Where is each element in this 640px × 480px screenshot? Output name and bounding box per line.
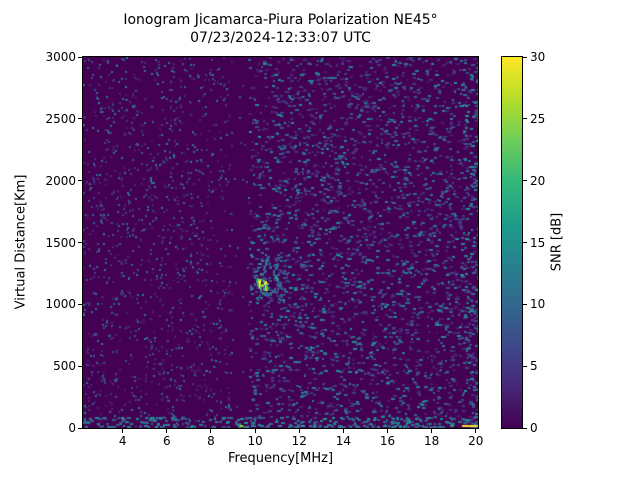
colorbar-tick-label: 25 — [530, 111, 546, 126]
colorbar-gradient — [502, 57, 522, 428]
x-tick-mark — [342, 429, 344, 433]
x-tick-label: 20 — [468, 434, 484, 448]
chart-title: Ionogram Jicamarca-Piura Polarization NE… — [123, 12, 438, 28]
y-tick-mark — [78, 365, 82, 367]
colorbar-tick-mark — [523, 118, 527, 120]
colorbar-tick-mark — [523, 303, 527, 305]
colorbar-tick-mark — [523, 242, 527, 243]
colorbar-tick-label: 10 — [530, 297, 546, 312]
y-tick-mark — [78, 56, 82, 58]
x-tick-mark — [298, 429, 300, 433]
x-tick-label: 14 — [335, 434, 352, 448]
x-tick-mark — [166, 429, 168, 433]
colorbar-tick-label: 20 — [530, 173, 546, 188]
y-tick-mark — [78, 118, 82, 120]
x-tick-mark — [387, 429, 389, 433]
x-tick-mark — [431, 429, 433, 433]
y-tick-label: 2500 — [45, 111, 76, 126]
x-tick-label: 6 — [163, 434, 171, 448]
x-tick-label: 12 — [291, 434, 307, 448]
x-tick-label: 8 — [207, 434, 215, 448]
colorbar-tick-label: 0 — [530, 421, 538, 435]
colorbar-tick-mark — [523, 180, 527, 182]
y-tick-mark — [78, 180, 82, 182]
y-tick-mark — [78, 303, 82, 305]
x-tick-mark — [475, 429, 477, 433]
chart-subtitle: 07/23/2024-12:33:07 UTC — [190, 30, 371, 46]
y-tick-mark — [78, 427, 82, 429]
colorbar-tick-label: 5 — [530, 359, 538, 374]
y-tick-mark — [78, 242, 82, 243]
x-tick-label: 10 — [247, 434, 263, 448]
x-tick-mark — [210, 429, 212, 433]
colorbar-label: SNR [dB] — [549, 212, 565, 272]
x-axis-label: Frequency[MHz] — [227, 451, 334, 466]
colorbar-tick-label: 30 — [530, 50, 546, 64]
y-tick-label: 2000 — [45, 173, 76, 188]
x-tick-label: 4 — [118, 434, 127, 448]
x-tick-label: 18 — [424, 434, 440, 448]
y-tick-label: 0 — [68, 421, 76, 435]
y-tick-label: 1000 — [45, 297, 76, 312]
x-tick-label: 16 — [379, 434, 396, 448]
colorbar-tick-mark — [523, 427, 527, 429]
ionogram-heatmap — [83, 57, 478, 428]
colorbar-tick-mark — [523, 365, 527, 367]
colorbar-tick-label: 15 — [530, 235, 546, 250]
plot-area — [82, 56, 479, 429]
y-tick-label: 1500 — [45, 235, 76, 250]
y-tick-label: 500 — [53, 359, 76, 374]
colorbar — [501, 56, 523, 429]
colorbar-tick-mark — [523, 56, 527, 58]
y-tick-label: 3000 — [45, 50, 76, 64]
x-tick-mark — [122, 429, 124, 433]
x-tick-mark — [254, 429, 256, 433]
